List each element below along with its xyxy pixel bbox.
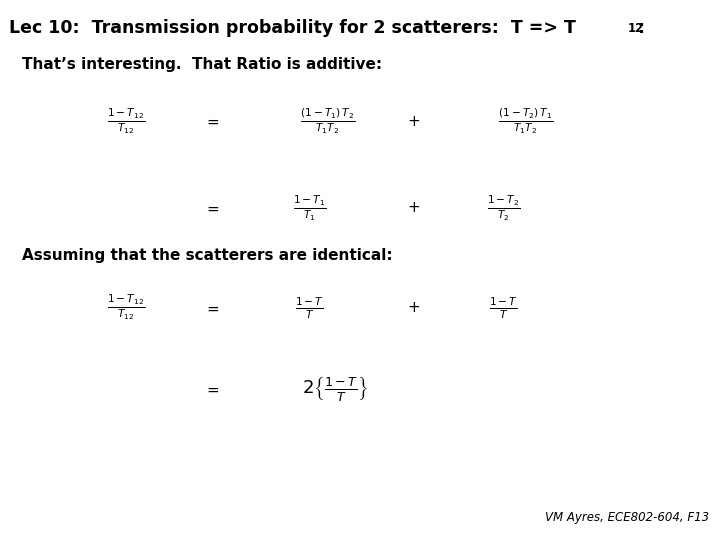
Text: $=$: $=$ [204, 114, 220, 129]
Text: $=$: $=$ [204, 300, 220, 315]
Text: $\frac{(1-T_2)\,T_1}{T_1 T_2}$: $\frac{(1-T_2)\,T_1}{T_1 T_2}$ [498, 107, 553, 136]
Text: Assuming that the scatterers are identical:: Assuming that the scatterers are identic… [22, 248, 392, 264]
Text: $\frac{1-T_{12}}{T_{12}}$: $\frac{1-T_{12}}{T_{12}}$ [107, 293, 145, 322]
Text: $+$: $+$ [408, 200, 420, 215]
Text: $2\left\{\frac{1-T}{T}\right\}$: $2\left\{\frac{1-T}{T}\right\}$ [302, 374, 368, 403]
Text: $\frac{(1-T_1)\,T_2}{T_1 T_2}$: $\frac{(1-T_1)\,T_2}{T_1 T_2}$ [300, 107, 355, 136]
Text: $\frac{1-T_2}{T_2}$: $\frac{1-T_2}{T_2}$ [487, 193, 521, 222]
Text: $=$: $=$ [204, 200, 220, 215]
Text: $+$: $+$ [408, 300, 420, 315]
Text: That’s interesting.  That Ratio is additive:: That’s interesting. That Ratio is additi… [22, 57, 382, 72]
Text: :: : [638, 19, 645, 37]
Text: $\frac{1-T_1}{T_1}$: $\frac{1-T_1}{T_1}$ [293, 193, 326, 222]
Text: $=$: $=$ [204, 381, 220, 396]
Text: Lec 10:  Transmission probability for 2 scatterers:  T => T: Lec 10: Transmission probability for 2 s… [9, 19, 576, 37]
Text: VM Ayres, ECE802-604, F13: VM Ayres, ECE802-604, F13 [545, 511, 709, 524]
Text: $\frac{1-T}{T}$: $\frac{1-T}{T}$ [490, 295, 518, 321]
Text: 12: 12 [628, 22, 644, 35]
Text: $\frac{1-T}{T}$: $\frac{1-T}{T}$ [295, 295, 324, 321]
Text: $\frac{1-T_{12}}{T_{12}}$: $\frac{1-T_{12}}{T_{12}}$ [107, 107, 145, 136]
Text: $+$: $+$ [408, 114, 420, 129]
